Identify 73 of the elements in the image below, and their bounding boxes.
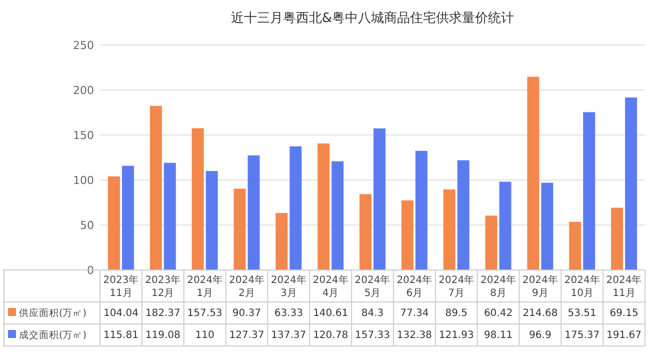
bar <box>234 188 246 270</box>
bar <box>248 155 260 270</box>
data-label: 214.68 <box>522 308 558 319</box>
data-label: 157.33 <box>355 330 390 341</box>
bar <box>276 213 288 270</box>
bar <box>360 194 372 270</box>
x-tick-label: 2024年3月 <box>270 274 306 299</box>
data-label: 77.34 <box>400 308 429 319</box>
data-label: 96.9 <box>529 330 552 341</box>
bar <box>443 189 456 270</box>
bar <box>457 160 470 270</box>
bar <box>122 166 134 270</box>
data-label: 182.37 <box>145 308 180 319</box>
data-label: 84.3 <box>361 308 384 319</box>
data-label: 120.78 <box>313 330 348 341</box>
bar <box>569 222 582 270</box>
bar <box>485 216 498 270</box>
bar <box>583 112 596 270</box>
x-tick-label: 2024年5月 <box>354 274 390 299</box>
data-label: 121.93 <box>438 330 474 341</box>
data-label: 98.11 <box>484 330 513 341</box>
data-label: 115.81 <box>103 330 138 341</box>
bar <box>611 208 624 270</box>
data-label: 132.38 <box>396 330 432 341</box>
y-tick-label: 200 <box>73 84 94 97</box>
x-tick-label: 2024年11月 <box>606 274 642 299</box>
data-label: 110 <box>195 330 214 341</box>
x-tick-label: 2024年1月 <box>187 274 223 299</box>
x-tick-label: 2024年7月 <box>438 274 474 299</box>
data-label: 140.61 <box>313 308 348 319</box>
data-label: 175.37 <box>564 330 600 341</box>
data-label: 104.04 <box>103 308 138 319</box>
y-tick-label: 50 <box>80 219 94 232</box>
x-tick-label: 2024年2月 <box>229 274 264 299</box>
bar <box>625 97 638 270</box>
x-tick-label: 2024年9月 <box>522 274 558 299</box>
data-label: 119.08 <box>145 330 180 341</box>
bar <box>374 128 386 270</box>
x-tick-label: 2023年11月 <box>103 274 139 299</box>
bar <box>415 150 428 270</box>
bar <box>527 76 540 270</box>
data-label: 137.37 <box>271 330 306 341</box>
chart-title: 近十三月粤西北&粤中八城商品住宅供求量价统计 <box>230 10 514 26</box>
bar <box>290 146 302 270</box>
bar <box>164 162 176 270</box>
bar <box>499 182 512 270</box>
data-label: 60.42 <box>484 308 513 319</box>
data-label: 127.37 <box>229 330 264 341</box>
y-tick-label: 100 <box>73 174 94 187</box>
bar <box>192 128 204 270</box>
x-tick-label: 2024年10月 <box>564 274 600 299</box>
legend-label: 成交面积(万㎡) <box>19 329 86 341</box>
data-label: 69.15 <box>610 308 638 319</box>
x-tick-label: 2024年8月 <box>480 274 516 299</box>
bar <box>318 143 330 270</box>
bar <box>206 171 218 270</box>
x-tick-label: 2024年6月 <box>396 274 432 299</box>
x-tick-label: 2024年4月 <box>312 274 348 299</box>
bar <box>108 176 120 270</box>
legend-label: 供应面积(万㎡) <box>19 307 86 319</box>
bar <box>332 161 344 270</box>
bar <box>401 200 414 270</box>
data-label: 191.67 <box>606 330 642 341</box>
y-tick-label: 150 <box>73 129 94 142</box>
y-tick-label: 250 <box>73 39 94 52</box>
bar <box>541 182 554 270</box>
data-label: 53.51 <box>568 308 596 319</box>
data-label: 63.33 <box>274 308 303 319</box>
data-label: 157.53 <box>187 308 222 319</box>
data-label: 90.37 <box>232 308 262 319</box>
bar <box>150 106 162 270</box>
x-tick-label: 2023年12月 <box>145 274 181 299</box>
data-label: 89.5 <box>445 308 468 319</box>
